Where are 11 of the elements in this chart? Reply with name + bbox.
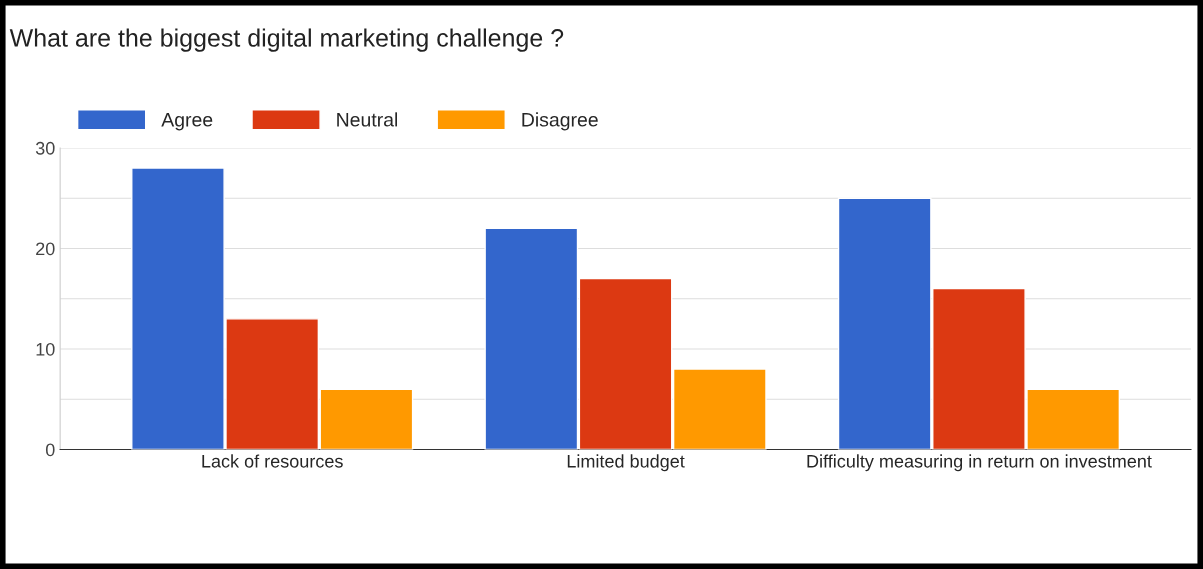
y-tick-label: 20 xyxy=(36,242,55,256)
legend-label: Disagree xyxy=(522,112,598,131)
x-tick-label: Difficulty measuring in return on investment xyxy=(807,454,1152,472)
y-tick-label: 10 xyxy=(36,342,55,356)
legend-label: Agree xyxy=(161,113,213,131)
y-tick-label: 0 xyxy=(45,443,55,457)
y-tick-label: 30 xyxy=(35,141,55,155)
x-tick-label: Lack of resources xyxy=(202,454,343,468)
legend-label: Neutral xyxy=(337,112,398,127)
x-tick-label: Limited budget xyxy=(567,454,685,472)
chart-title: What are the biggest digital marketing challenge ? xyxy=(9,28,564,52)
